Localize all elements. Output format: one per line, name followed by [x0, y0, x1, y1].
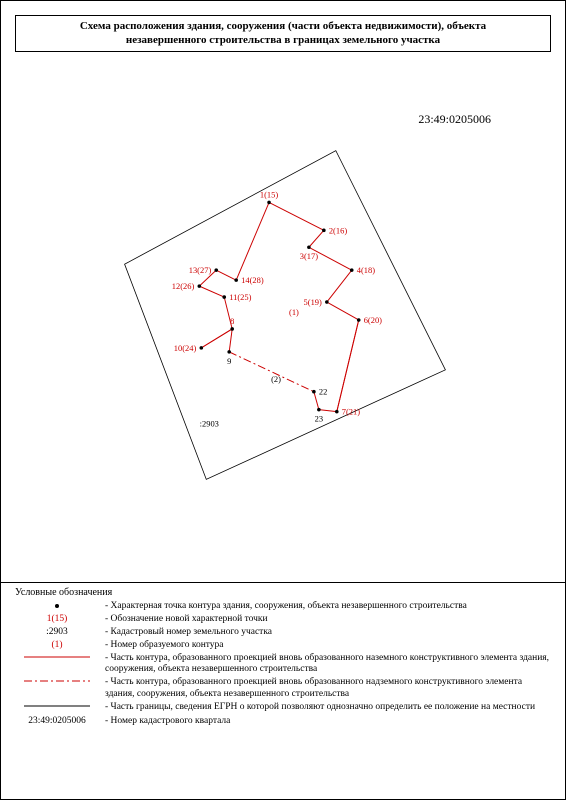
- legend-row: - Часть контура, образованного проекцией…: [15, 653, 551, 677]
- title-line1: Схема расположения здания, сооружения (ч…: [80, 20, 486, 32]
- legend-symbol: :2903: [15, 627, 105, 639]
- svg-text:14(28): 14(28): [241, 275, 264, 285]
- title-box: Схема расположения здания, сооружения (ч…: [15, 15, 551, 52]
- legend-text: - Номер кадастрового квартала: [105, 716, 551, 728]
- legend-row: 1(15)- Обозначение новой характерной точ…: [15, 614, 551, 626]
- legend-symbol: 23:49:0205006: [15, 716, 105, 728]
- legend-symbol: [15, 702, 105, 715]
- svg-text:11(25): 11(25): [229, 292, 251, 302]
- svg-text:(2): (2): [271, 373, 281, 383]
- svg-text:7(21): 7(21): [342, 406, 360, 416]
- legend-row: :2903- Кадастровый номер земельного учас…: [15, 627, 551, 639]
- svg-text:3(17): 3(17): [300, 251, 318, 261]
- legend-symbol: 1(15): [15, 614, 105, 626]
- legend-text: - Часть контура, образованного проекцией…: [105, 677, 551, 701]
- legend-row: - Часть границы, сведения ЕГРН о которой…: [15, 702, 551, 715]
- svg-text:12(26): 12(26): [172, 281, 195, 291]
- svg-text:6(20): 6(20): [364, 315, 382, 325]
- legend-text: - Часть границы, сведения ЕГРН о которой…: [105, 702, 551, 714]
- page: Схема расположения здания, сооружения (ч…: [0, 0, 566, 800]
- legend-text: - Характерная точка контура здания, соор…: [105, 601, 551, 613]
- diagram-area: 23:49:0205006 1(15)2(16)3(17)4(18)5(19)6…: [15, 52, 551, 582]
- legend-text: - Обозначение новой характерной точки: [105, 614, 551, 626]
- legend-rows: - Характерная точка контура здания, соор…: [15, 601, 551, 728]
- legend-symbol: [15, 601, 105, 613]
- svg-text:10(24): 10(24): [174, 342, 197, 352]
- legend-title: Условные обозначения: [15, 587, 551, 600]
- title-line2: незавершенного строительства в границах …: [126, 34, 440, 46]
- svg-text:4(18): 4(18): [357, 265, 375, 275]
- svg-text:1(15): 1(15): [260, 189, 278, 199]
- legend-box: Условные обозначения - Характерная точка…: [1, 582, 565, 735]
- svg-text::2903: :2903: [200, 418, 219, 428]
- diagram-svg: 1(15) 2(16) 3(17) 4(18) 5(19) 6(20) 7(21) 10(24…: [15, 52, 551, 582]
- legend-text: - Номер образуемого контура: [105, 640, 551, 652]
- svg-text:23: 23: [315, 413, 323, 423]
- legend-text: - Кадастровый номер земельного участка: [105, 627, 551, 639]
- svg-text:22: 22: [319, 386, 327, 396]
- legend-row: - Часть контура, образованного проекцией…: [15, 677, 551, 701]
- svg-text:(1): (1): [289, 307, 299, 317]
- legend-text: - Часть контура, образованного проекцией…: [105, 653, 551, 677]
- legend-symbol: [15, 653, 105, 666]
- legend-row: - Характерная точка контура здания, соор…: [15, 601, 551, 613]
- svg-text:2(16): 2(16): [329, 225, 347, 235]
- legend-row: 23:49:0205006- Номер кадастрового кварта…: [15, 716, 551, 728]
- legend-symbol: [15, 677, 105, 690]
- svg-text:9: 9: [227, 355, 231, 365]
- legend-row: (1)- Номер образуемого контура: [15, 640, 551, 652]
- svg-text:5(19): 5(19): [304, 297, 322, 307]
- legend-symbol: (1): [15, 640, 105, 652]
- svg-text:8: 8: [230, 316, 234, 326]
- svg-text:13(27): 13(27): [189, 265, 212, 275]
